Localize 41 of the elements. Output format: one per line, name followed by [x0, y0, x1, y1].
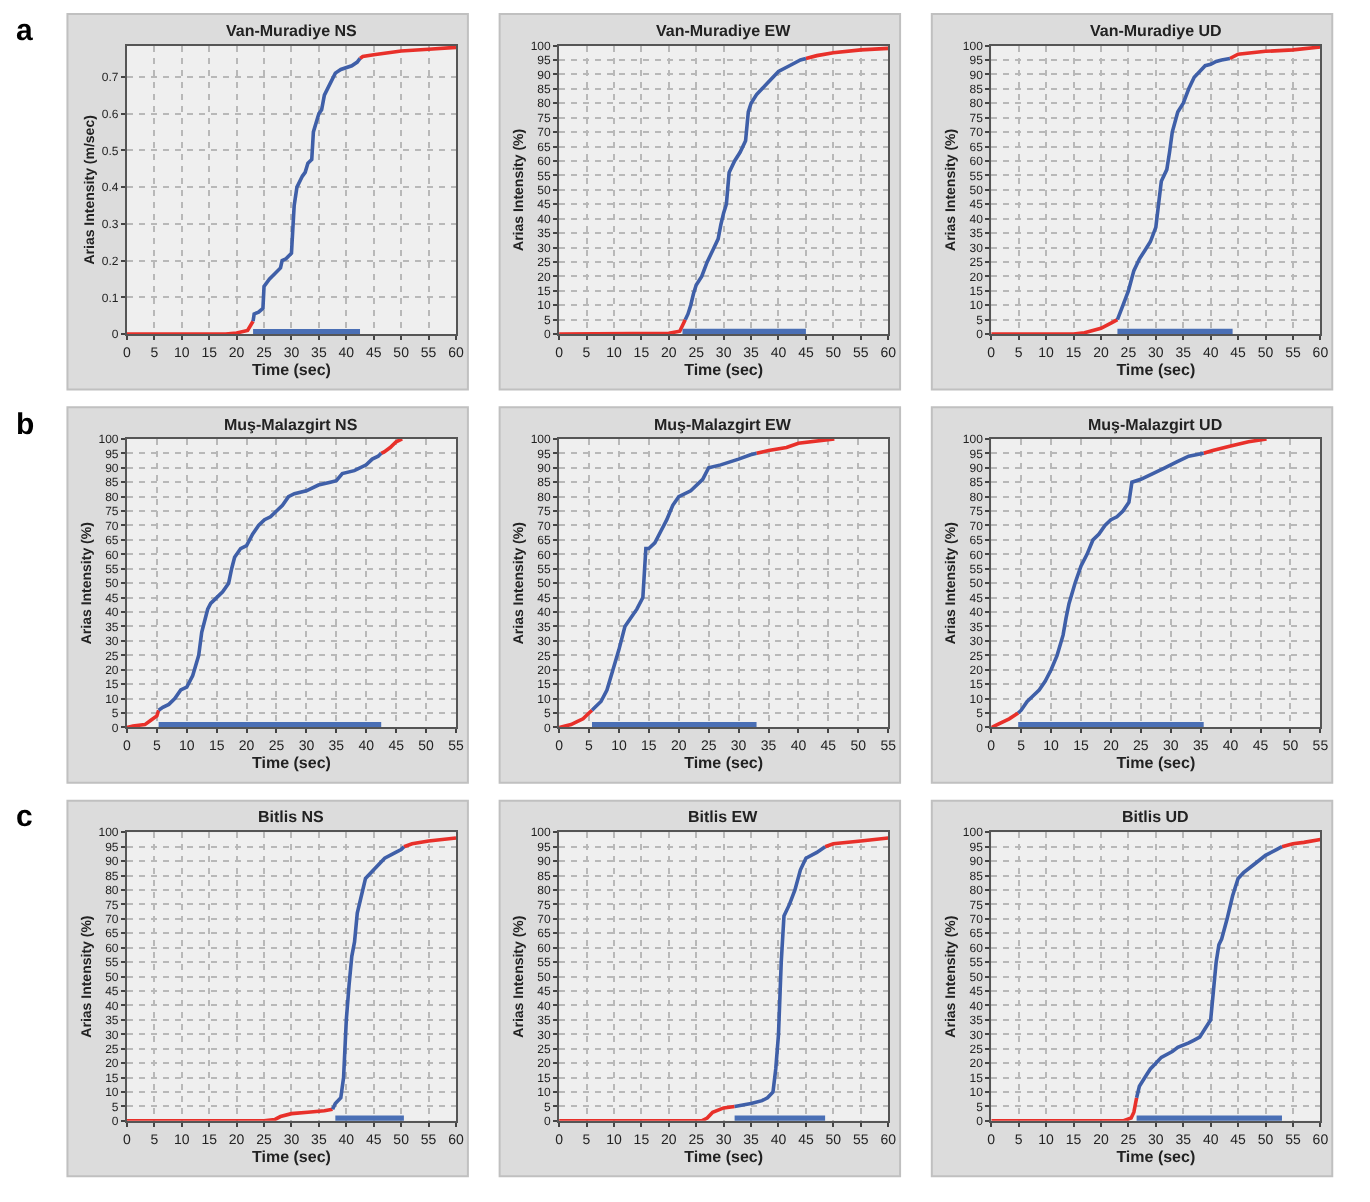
text: c: [16, 800, 33, 834]
x-axis-title: Time (sec): [1116, 361, 1196, 380]
chart-title: Muş-Malazgirt UD: [1088, 416, 1223, 434]
line-series: [991, 711, 1020, 728]
x-axis-title: Time (sec): [252, 1147, 332, 1166]
chart-title: Bitlis UD: [1122, 808, 1190, 826]
x-axis-title: Time (sec): [684, 754, 764, 773]
chart-title: Bitlis NS: [258, 808, 326, 826]
line-series: [1134, 844, 1284, 1100]
chart-title: Bitlis EW: [688, 808, 759, 826]
text: a: [16, 14, 34, 48]
x-axis-title: Time (sec): [252, 361, 332, 380]
line-series: [1115, 56, 1232, 322]
chart-title: Van-Muradiye NS: [226, 22, 359, 40]
x-axis-title: Time (sec): [1116, 1147, 1196, 1166]
line-series: [754, 438, 837, 456]
chart-title: Van-Muradiye EW: [656, 22, 792, 40]
line-series: [559, 708, 594, 728]
x-axis-title: Time (sec): [1116, 754, 1196, 773]
line-series: [126, 319, 255, 335]
line-series: [991, 317, 1120, 335]
line-series: [330, 844, 406, 1112]
line-series: [732, 844, 827, 1109]
line-series: [156, 451, 384, 712]
line-series: [126, 708, 161, 728]
line-series: [991, 1095, 1139, 1121]
line-series: [590, 451, 759, 712]
line-series: [559, 317, 688, 335]
x-axis-title: Time (sec): [684, 1147, 764, 1166]
line-series: [1201, 438, 1269, 456]
line-series: [379, 438, 404, 456]
chart-title: Muş-Malazgirt EW: [654, 416, 792, 434]
line-series: [683, 56, 808, 322]
line-series: [251, 56, 362, 324]
line-series: [559, 1104, 737, 1121]
text: b: [16, 408, 35, 442]
chart-title: Van-Muradiye UD: [1090, 22, 1223, 40]
chart-title: Muş-Malazgirt NS: [224, 416, 359, 434]
x-axis-title: Time (sec): [684, 361, 764, 380]
x-axis-title: Time (sec): [252, 754, 332, 773]
line-series: [1016, 451, 1206, 715]
